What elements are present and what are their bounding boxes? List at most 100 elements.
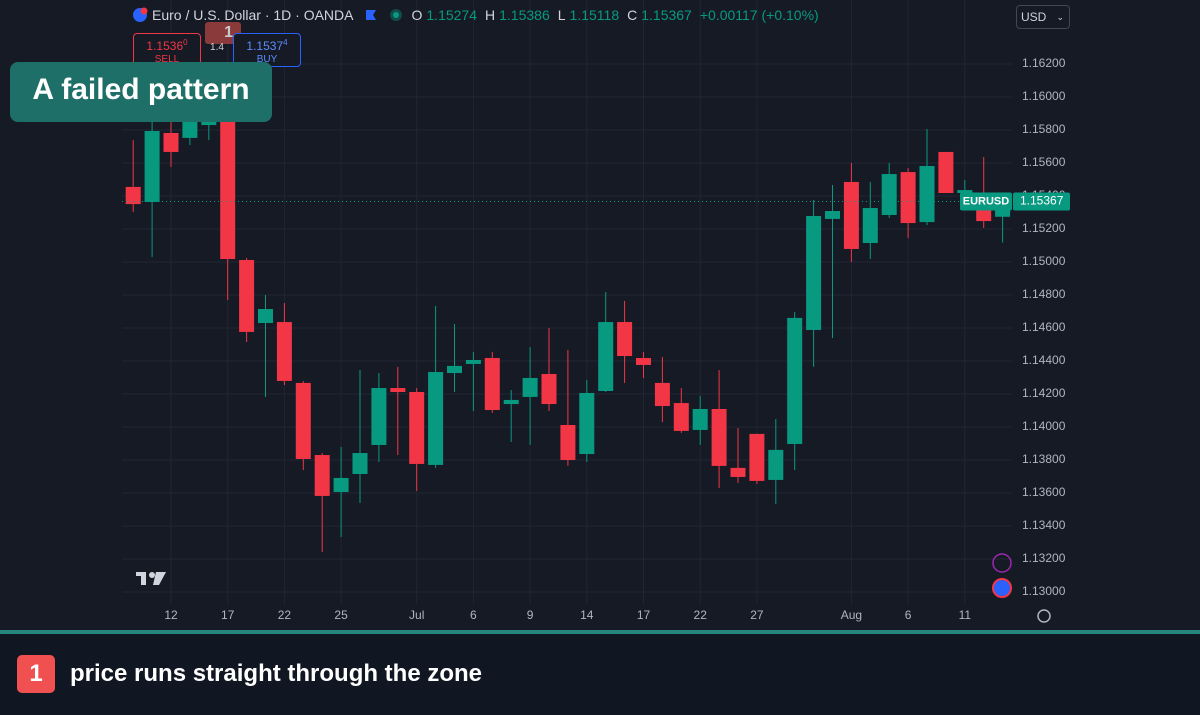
- candle-body: [333, 477, 349, 492]
- settings-icon[interactable]: [1037, 609, 1051, 623]
- x-tick-label: 14: [580, 608, 594, 622]
- candle-body: [503, 399, 519, 405]
- marker: 1: [205, 22, 241, 44]
- ohlc-label: L: [557, 7, 566, 23]
- candle-body: [938, 151, 954, 194]
- buy-price: 1.1537: [246, 39, 284, 53]
- currency: USD: [1021, 10, 1047, 24]
- ohlc-value: 1.15274: [426, 7, 477, 23]
- candle-body: [465, 359, 481, 364]
- x-tick-label: 11: [959, 608, 972, 622]
- candle-body: [862, 208, 878, 244]
- candle-body: [579, 392, 595, 455]
- y-tick-label: 1.16000: [1022, 89, 1066, 103]
- y-tick-label: 1.14400: [1022, 353, 1066, 367]
- currency-select[interactable]: USD ⌄: [1016, 5, 1070, 29]
- banner: A failed pattern: [10, 62, 272, 122]
- candle-body: [541, 374, 557, 405]
- buy-price-sup: 4: [283, 38, 288, 47]
- candle-body: [182, 119, 198, 138]
- spread: 1.4: [210, 42, 224, 53]
- buy-label: BUY: [256, 54, 278, 65]
- x-tick-label: 22: [694, 608, 708, 622]
- candle-body: [220, 110, 236, 260]
- candle-body: [843, 181, 859, 249]
- candle-body: [636, 358, 651, 365]
- ohlc-value: 1.15386: [499, 7, 550, 23]
- candle-body: [598, 322, 614, 392]
- sell-label: SELL: [154, 54, 180, 65]
- candle-body: [144, 130, 160, 202]
- y-tick-label: 1.14000: [1022, 419, 1066, 433]
- y-tick-label: 1.14600: [1022, 320, 1066, 334]
- candle-body: [409, 391, 425, 464]
- candle-body: [957, 190, 973, 194]
- price-tag: [1013, 192, 1070, 211]
- candle-body: [522, 377, 538, 397]
- ohlc-label: H: [485, 7, 496, 23]
- y-tick-label: 1.15000: [1022, 254, 1066, 268]
- x-tick-label: 17: [637, 608, 651, 622]
- y-tick-label: 1.13000: [1022, 584, 1066, 598]
- x-tick-label: Jul: [409, 608, 424, 622]
- candle-body: [825, 211, 840, 219]
- candle-body: [692, 408, 708, 430]
- candle-body: [125, 186, 141, 205]
- candle-body: [617, 322, 633, 357]
- candle-body: [239, 260, 255, 332]
- y-tick-label: 1.14800: [1022, 287, 1066, 301]
- candle-body: [371, 388, 387, 445]
- candle-body: [787, 317, 803, 444]
- candle-body: [711, 408, 727, 466]
- symbol-header: Euro / U.S. Dollar · 1D · OANDA O 1.15274…: [132, 7, 823, 23]
- candle-body: [314, 455, 330, 496]
- x-tick-label: 12: [164, 608, 178, 622]
- x-tick-label: 22: [278, 608, 292, 622]
- grid: [122, 0, 1012, 604]
- candle-body: [560, 424, 576, 460]
- x-tick-label: 25: [334, 608, 348, 622]
- candle-body: [673, 403, 689, 431]
- candle-body: [163, 132, 179, 152]
- candle-body: [484, 358, 500, 410]
- candle-body: [428, 372, 444, 465]
- x-tick-label: 9: [527, 608, 534, 622]
- candle-body: [295, 382, 311, 459]
- candle-body: [919, 165, 935, 223]
- candle-body: [749, 433, 765, 481]
- price-tag-label: 1.15367: [1020, 194, 1064, 208]
- footer: 1 price runs straight through the zone: [0, 630, 1200, 715]
- ohlc-label: O: [411, 7, 423, 23]
- y-tick-label: 1.15600: [1022, 155, 1066, 169]
- symbol-title: Euro / U.S. Dollar · 1D · OANDA: [152, 7, 354, 23]
- x-tick-label: Aug: [841, 608, 862, 622]
- sell-button[interactable]: 1.15360 SELL: [133, 33, 201, 67]
- candle-body: [654, 382, 670, 407]
- side-icons: [992, 553, 1051, 623]
- symbol-tag: [960, 192, 1012, 211]
- x-tick-label: 27: [750, 608, 764, 622]
- candle-body: [390, 388, 406, 392]
- change: +0.00117 (+0.10%): [699, 7, 819, 23]
- symbol-icon: [133, 7, 148, 22]
- y-tick-label: 1.15200: [1022, 221, 1066, 235]
- x-tick-label: 6: [905, 608, 912, 622]
- buy-button[interactable]: 1.15374 BUY: [233, 33, 301, 67]
- status-dot: [389, 9, 402, 21]
- y-tick-label: 1.16200: [1022, 56, 1066, 70]
- candle-body: [730, 467, 746, 477]
- candle-body: [806, 215, 822, 330]
- footnote-number: 1: [17, 655, 55, 693]
- tv-logo: [136, 572, 166, 585]
- ohlc-value: 1.15118: [569, 7, 620, 23]
- y-tick-label: 1.14200: [1022, 386, 1066, 400]
- ohlc-value: 1.15367: [641, 7, 692, 23]
- y-tick-label: 1.13200: [1022, 551, 1066, 565]
- x-tick-label: 17: [221, 608, 235, 622]
- candle-body: [768, 449, 784, 480]
- flag-icon: [365, 10, 376, 20]
- axes: 1.13000 1.13200 1.13400 1.13600 1.13800 1.140…: [164, 56, 1070, 622]
- y-tick-label: 1.13600: [1022, 485, 1066, 499]
- chart: 1.13000 1.13200 1.13400 1.13600 1.13800 1.140…: [122, 0, 1070, 623]
